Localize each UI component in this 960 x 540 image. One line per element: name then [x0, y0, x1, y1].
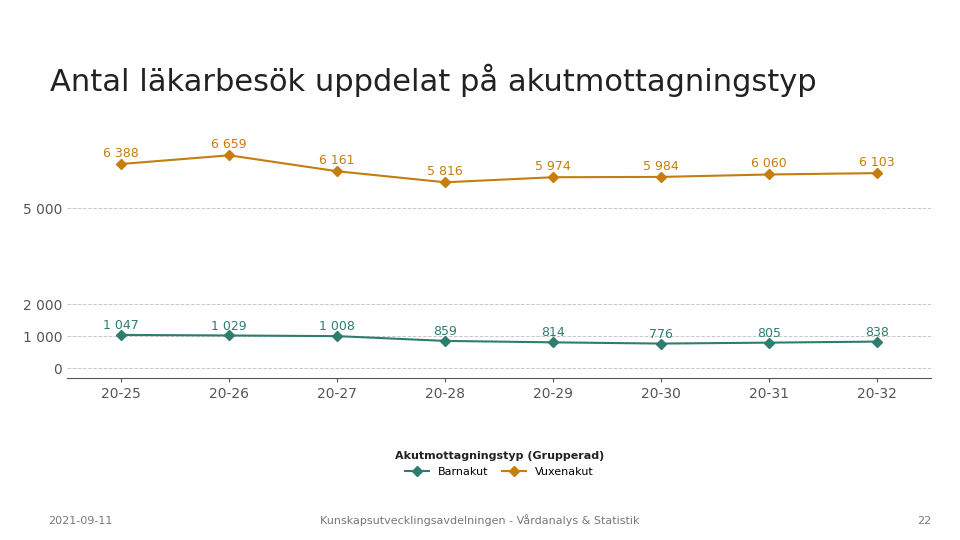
Text: 776: 776: [649, 328, 673, 341]
Text: 814: 814: [541, 327, 565, 340]
Text: 838: 838: [865, 326, 889, 339]
Text: 5 984: 5 984: [643, 160, 679, 173]
Text: 6 161: 6 161: [320, 154, 355, 167]
Text: 1 047: 1 047: [104, 319, 139, 332]
Text: 22: 22: [917, 516, 931, 526]
Text: 6 103: 6 103: [859, 156, 895, 169]
Text: 5 974: 5 974: [536, 160, 571, 173]
Text: 6 388: 6 388: [104, 147, 139, 160]
Text: 805: 805: [757, 327, 781, 340]
Text: 2021-09-11: 2021-09-11: [48, 516, 112, 526]
Text: Kunskapsutvecklingsavdelningen - Vårdanalys & Statistik: Kunskapsutvecklingsavdelningen - Vårdana…: [321, 515, 639, 526]
Text: Antal läkarbesök uppdelat på akutmottagningstyp: Antal läkarbesök uppdelat på akutmottagn…: [50, 64, 817, 97]
Text: 5 816: 5 816: [427, 165, 463, 178]
Text: 859: 859: [433, 325, 457, 338]
Text: 6 060: 6 060: [752, 157, 787, 170]
Text: 1 008: 1 008: [320, 320, 355, 333]
Text: 1 029: 1 029: [211, 320, 247, 333]
Legend: Barnakut, Vuxenakut: Barnakut, Vuxenakut: [390, 447, 609, 481]
Text: 6 659: 6 659: [211, 138, 247, 151]
